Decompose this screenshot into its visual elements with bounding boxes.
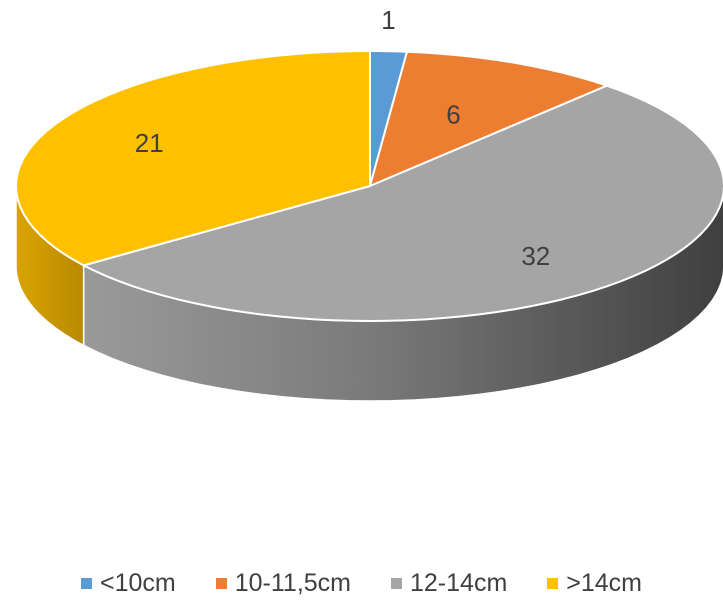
legend-item-10-11-5: 10-11,5cm [215, 568, 351, 598]
pie-chart: 1 6 32 21 [15, 5, 723, 402]
legend-swatch [81, 577, 92, 589]
data-label-2: 32 [521, 241, 550, 271]
pie-data-labels: 1 6 32 21 [135, 5, 551, 271]
legend-label: >14cm [566, 568, 642, 597]
legend-label: 10-11,5cm [234, 568, 351, 597]
data-label-3: 21 [135, 128, 164, 158]
legend: <10cm 10-11,5cm 12-14cm >14cm [0, 565, 723, 601]
pie-slice-1 [369, 50, 608, 187]
legend-swatch [215, 577, 227, 589]
data-label-0: 1 [381, 5, 395, 35]
pie-slice-2 [82, 84, 723, 322]
legend-item-gt14: >14cm [547, 569, 642, 598]
legend-label: 12-14cm [410, 568, 508, 597]
legend-item-lt10: <10cm [81, 569, 176, 598]
pie-slice-3 [15, 50, 371, 267]
data-label-1: 6 [446, 100, 460, 130]
pie-tops [15, 50, 723, 322]
legend-swatch [391, 577, 402, 589]
legend-item-12-14: 12-14cm [391, 569, 507, 598]
legend-label: <10cm [100, 568, 176, 597]
legend-swatch [547, 577, 559, 589]
